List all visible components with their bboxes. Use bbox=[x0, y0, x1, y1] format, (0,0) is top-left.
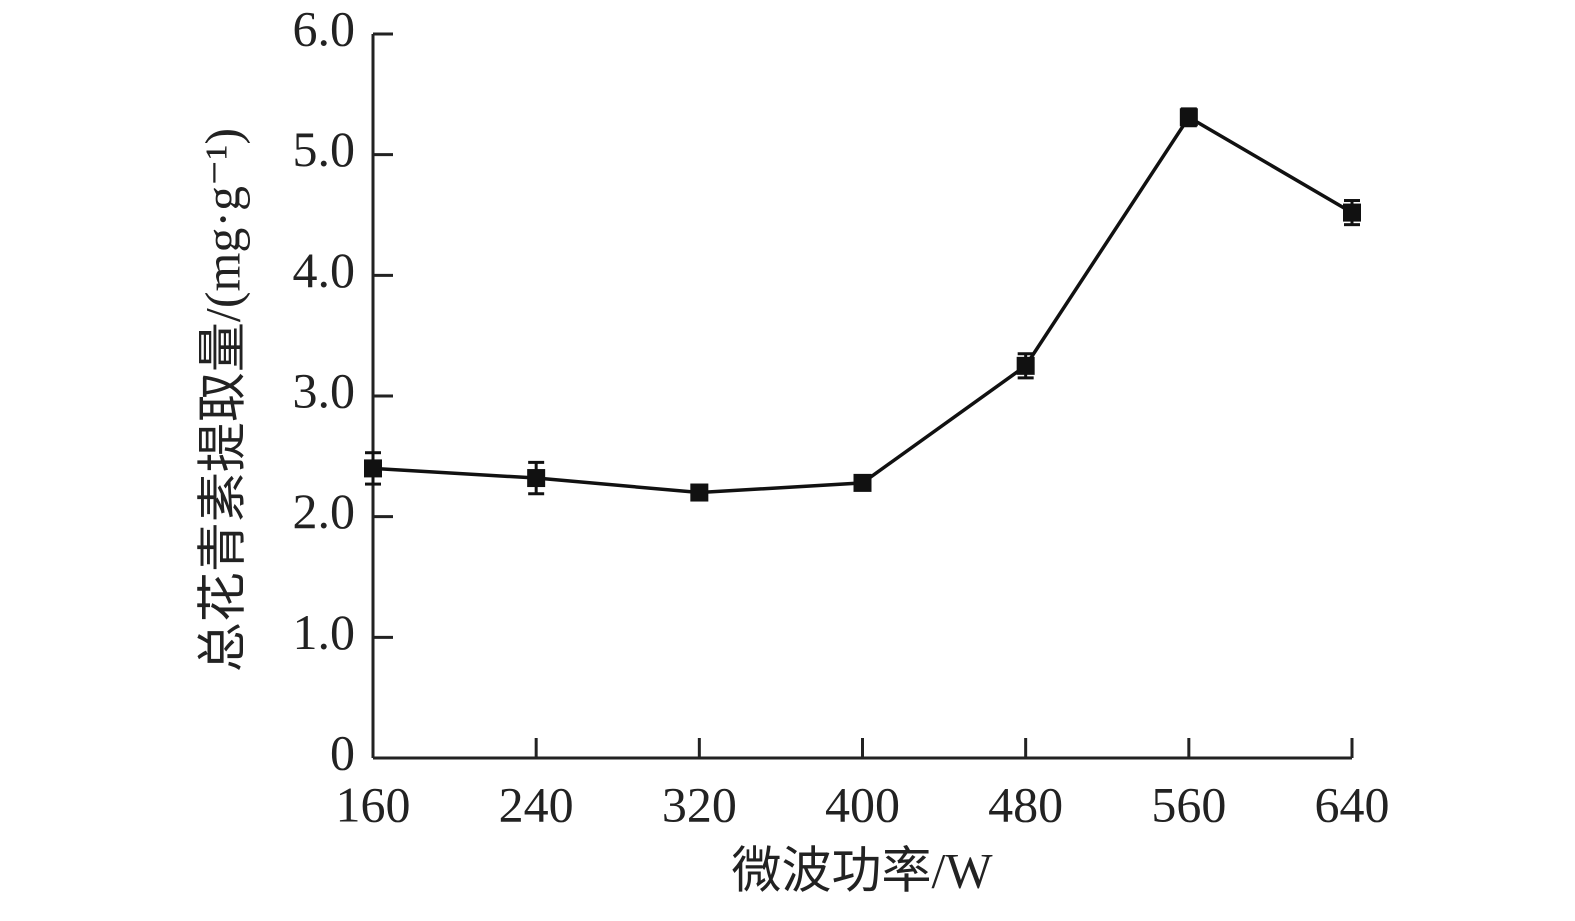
y-tick-label: 3.0 bbox=[293, 362, 356, 418]
marker bbox=[690, 483, 709, 502]
marker bbox=[1179, 108, 1198, 127]
x-tick-label: 160 bbox=[336, 776, 411, 832]
y-tick-label: 0 bbox=[330, 724, 355, 780]
x-tick-label: 480 bbox=[988, 776, 1063, 832]
x-tick-label: 320 bbox=[662, 776, 737, 832]
line bbox=[372, 114, 1353, 495]
y-tick-label: 5.0 bbox=[293, 121, 356, 177]
x-tick-label: 640 bbox=[1315, 776, 1390, 832]
x-tick-label: 240 bbox=[499, 776, 574, 832]
marker bbox=[1343, 203, 1361, 222]
y-tick-label: 4.0 bbox=[293, 242, 356, 298]
marker bbox=[853, 473, 872, 492]
y-tick-label: 1.0 bbox=[293, 604, 356, 660]
marker bbox=[364, 459, 382, 478]
y-tick-label: 6.0 bbox=[293, 0, 356, 56]
x-tick-label: 560 bbox=[1151, 776, 1226, 832]
x-tick-label: 400 bbox=[825, 776, 900, 832]
marker bbox=[1016, 356, 1035, 375]
x-axis-label: 微波功率/W bbox=[731, 842, 993, 898]
y-axis-label: 总花青素提取量/(mg·g⁻¹) bbox=[194, 128, 250, 672]
y-tick-label: 2.0 bbox=[293, 483, 356, 539]
marker bbox=[527, 469, 546, 488]
